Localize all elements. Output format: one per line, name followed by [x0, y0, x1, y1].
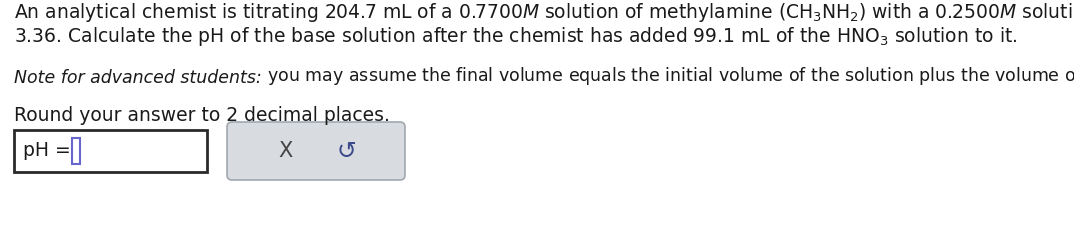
Text: Round your answer to 2 decimal places.: Round your answer to 2 decimal places.: [14, 106, 390, 125]
Text: ↺: ↺: [336, 139, 357, 163]
Bar: [14, 130, 207, 172]
Text: An analytical chemist is titrating 204.7 mL of a 0.7700$\mathit{M}$ solution of : An analytical chemist is titrating 204.7…: [14, 1, 1074, 24]
Text: pH =: pH =: [23, 142, 76, 161]
Text: you may assume the final volume equals the initial volume of the solution plus t: you may assume the final volume equals t…: [262, 65, 1074, 87]
Text: Note for advanced students:: Note for advanced students:: [14, 69, 262, 87]
Text: 3.36. Calculate the pH of the base solution after the chemist has added 99.1 mL : 3.36. Calculate the pH of the base solut…: [14, 25, 1017, 48]
Bar: [72, 138, 79, 164]
Text: X: X: [278, 141, 293, 161]
FancyBboxPatch shape: [227, 122, 405, 180]
